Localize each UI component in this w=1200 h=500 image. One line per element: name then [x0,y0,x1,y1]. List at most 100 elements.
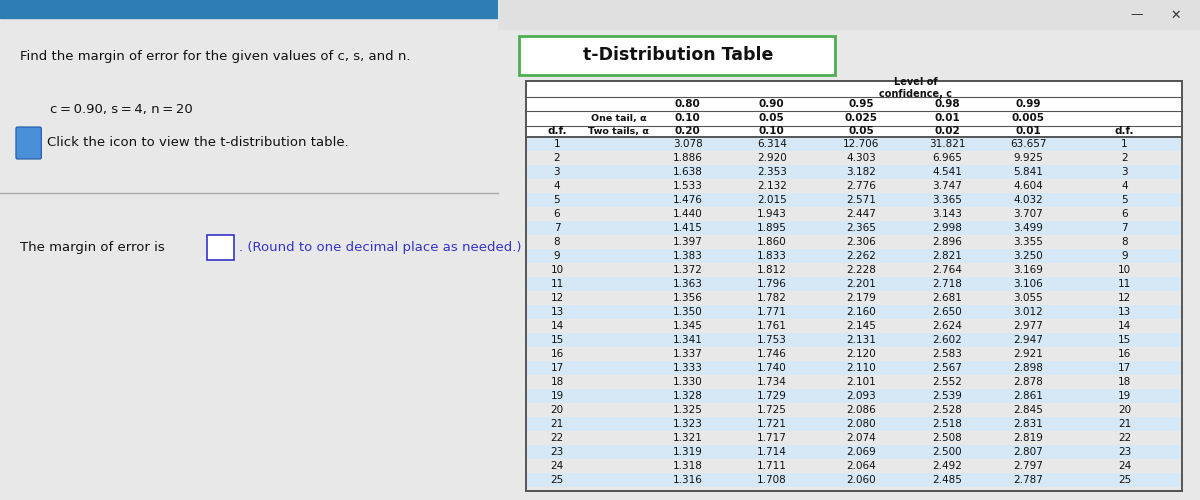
Text: 2.787: 2.787 [1013,475,1043,485]
Text: 0.05: 0.05 [848,126,874,136]
Text: 0.90: 0.90 [758,98,785,108]
Text: 0.20: 0.20 [674,126,701,136]
Text: 3: 3 [553,167,560,177]
Text: c = 0.90, s = 4, n = 20: c = 0.90, s = 4, n = 20 [50,102,192,116]
Text: 1.714: 1.714 [757,447,787,457]
Text: 2.624: 2.624 [932,321,962,331]
Text: 0.05: 0.05 [758,113,785,123]
Text: 3.169: 3.169 [1013,265,1043,275]
Text: 2.898: 2.898 [1013,363,1043,373]
Text: 2.878: 2.878 [1013,377,1043,387]
Text: 1.721: 1.721 [757,419,787,429]
Text: 1.356: 1.356 [673,293,702,303]
Text: 13: 13 [1118,307,1132,317]
Text: 1.333: 1.333 [673,363,702,373]
Text: 19: 19 [1118,391,1132,401]
Text: 2.145: 2.145 [846,321,876,331]
Bar [526,249,1182,263]
Text: 2.120: 2.120 [846,349,876,359]
Bar [526,277,1182,291]
Text: 0.005: 0.005 [1012,113,1044,123]
Text: 2.074: 2.074 [846,433,876,443]
Text: 2.920: 2.920 [757,153,787,163]
Text: 2.500: 2.500 [932,447,962,457]
Text: 25: 25 [1118,475,1132,485]
Text: 1.746: 1.746 [757,349,787,359]
Text: 19: 19 [551,391,564,401]
Text: 2.064: 2.064 [846,461,876,471]
Text: 2.539: 2.539 [932,391,962,401]
Text: 0.025: 0.025 [845,113,877,123]
Text: 9: 9 [1121,251,1128,261]
Text: 1.321: 1.321 [673,433,702,443]
Text: Two tails, α: Two tails, α [588,127,649,136]
Text: 1.740: 1.740 [757,363,787,373]
Text: 0.98: 0.98 [935,98,960,108]
Text: 2.086: 2.086 [846,405,876,415]
FancyBboxPatch shape [16,127,41,159]
Text: 24: 24 [1118,461,1132,471]
Text: 2.080: 2.080 [846,419,876,429]
Text: 2.060: 2.060 [846,475,876,485]
Text: 1.860: 1.860 [757,237,787,247]
Text: 1.708: 1.708 [757,475,787,485]
Text: 11: 11 [551,279,564,289]
Text: The margin of error is: The margin of error is [20,241,164,254]
Text: 2.831: 2.831 [1013,419,1043,429]
Text: 1.833: 1.833 [757,251,787,261]
Text: 2.201: 2.201 [846,279,876,289]
Text: 1.895: 1.895 [757,223,787,233]
Text: 2.807: 2.807 [1013,447,1043,457]
Text: 16: 16 [1118,349,1132,359]
Text: 1.711: 1.711 [757,461,787,471]
Text: 2.093: 2.093 [846,391,876,401]
Text: 1.812: 1.812 [757,265,787,275]
Text: 5: 5 [553,195,560,205]
Text: 23: 23 [1118,447,1132,457]
Text: 2.132: 2.132 [757,181,787,191]
Text: 25: 25 [551,475,564,485]
Text: 17: 17 [551,363,564,373]
Bar [526,165,1182,179]
Text: 11: 11 [1118,279,1132,289]
Text: 2.131: 2.131 [846,335,876,345]
Text: 1.328: 1.328 [673,391,702,401]
Text: 2: 2 [1121,153,1128,163]
Bar [206,235,234,260]
Text: Find the margin of error for the given values of c, s, and n.: Find the margin of error for the given v… [20,50,410,63]
Text: 1.397: 1.397 [673,237,702,247]
Text: 1.476: 1.476 [673,195,702,205]
Text: 15: 15 [1118,335,1132,345]
Bar [526,193,1182,207]
Bar [526,361,1182,375]
Text: 8: 8 [553,237,560,247]
Text: 2.110: 2.110 [846,363,876,373]
Text: 2.977: 2.977 [1013,321,1043,331]
Text: 2.447: 2.447 [846,209,876,219]
Text: 1.372: 1.372 [673,265,702,275]
Text: 1.337: 1.337 [673,349,702,359]
Text: 0.01: 0.01 [935,113,960,123]
Text: 4.303: 4.303 [846,153,876,163]
Text: 12: 12 [551,293,564,303]
Text: 2.896: 2.896 [932,237,962,247]
Text: 2.998: 2.998 [932,223,962,233]
Text: 2.845: 2.845 [1013,405,1043,415]
Text: 63.657: 63.657 [1009,139,1046,149]
Text: Click the icon to view the t-distribution table.: Click the icon to view the t-distributio… [47,136,349,149]
Text: 2.353: 2.353 [757,167,787,177]
Text: 1.753: 1.753 [757,335,787,345]
Bar [526,389,1182,403]
Text: 6: 6 [1121,209,1128,219]
Text: 1.638: 1.638 [673,167,702,177]
Text: 1.341: 1.341 [673,335,702,345]
Text: 2.718: 2.718 [932,279,962,289]
Text: 3.012: 3.012 [1013,307,1043,317]
Text: 2.776: 2.776 [846,181,876,191]
Text: 2: 2 [553,153,560,163]
Text: 2.015: 2.015 [757,195,787,205]
Text: 9: 9 [553,251,560,261]
Text: 17: 17 [1118,363,1132,373]
Text: 2.069: 2.069 [846,447,876,457]
Bar [526,333,1182,347]
